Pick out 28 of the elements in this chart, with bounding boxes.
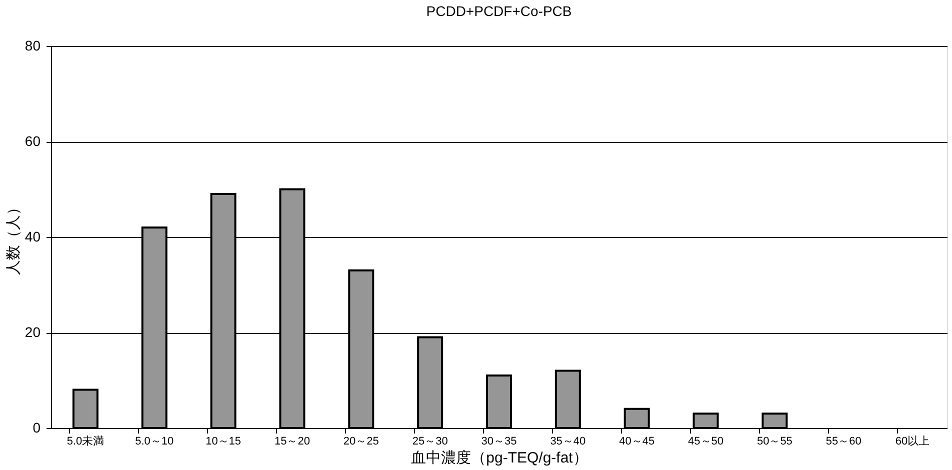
y-tick-label: 60 (24, 133, 41, 149)
y-tick-label: 0 (32, 420, 41, 436)
x-tick-label: 10～15 (206, 436, 242, 448)
bar (486, 374, 512, 429)
x-tick-label: 50～55 (756, 436, 792, 448)
bar (417, 336, 444, 429)
bar (554, 370, 581, 429)
bar (692, 412, 719, 429)
y-axis-title: 人数（人） (4, 200, 22, 275)
x-tick-label: 60以上 (895, 434, 930, 448)
x-tick-label: 40～45 (619, 436, 655, 448)
x-axis-title: 血中濃度（pg-TEQ/g-fat） (411, 450, 588, 466)
y-tick-label: 40 (24, 228, 41, 244)
x-tick-label: 35～40 (550, 436, 586, 448)
x-tick-label: 5.0～10 (135, 436, 174, 448)
x-tick-label: 15～20 (274, 436, 310, 448)
x-tick-label: 55～60 (826, 436, 862, 448)
x-tick-label: 45～50 (688, 436, 724, 448)
bar (762, 412, 788, 429)
x-tick-label: 25～30 (412, 436, 448, 448)
bar (624, 408, 650, 429)
x-tick-label: 30～35 (481, 436, 517, 448)
bar (72, 388, 98, 429)
y-tick-label: 20 (24, 324, 41, 340)
x-tick-label: 20～25 (343, 436, 379, 448)
chart-title: PCDD+PCDF+Co-PCB (426, 3, 572, 19)
y-tick-label: 80 (24, 38, 41, 54)
x-tick-label: 5.0未満 (66, 434, 104, 448)
